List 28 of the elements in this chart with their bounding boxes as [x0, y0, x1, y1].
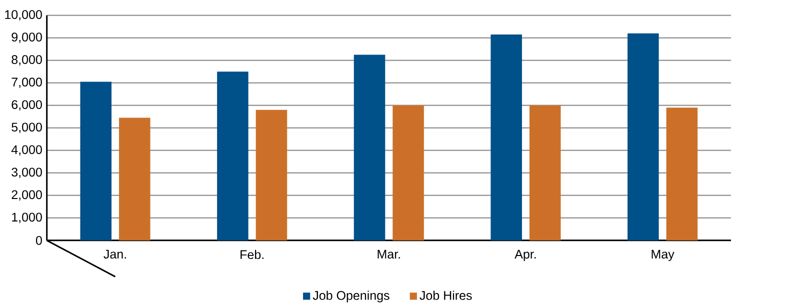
- y-tick-label: 6,000: [12, 100, 42, 111]
- x-tick-label: May: [652, 250, 674, 262]
- legend-label: Job Openings: [312, 290, 390, 302]
- y-tick-label: 9,000: [12, 32, 42, 44]
- x-tick-label: Feb.: [240, 250, 264, 260]
- y-tick-label: 8,000: [12, 55, 42, 66]
- y-tick-label: 0: [36, 236, 42, 245]
- bar: [529, 106, 561, 241]
- y-tick-label: 7,000: [12, 78, 42, 88]
- bar: [256, 110, 288, 241]
- bar: [628, 33, 659, 241]
- y-tick-label: 2,000: [12, 190, 42, 201]
- bar: [490, 34, 522, 241]
- y-tick-label: 3,000: [12, 168, 42, 178]
- bar: [666, 108, 698, 241]
- y-tick-label: 5,000: [12, 122, 42, 134]
- x-tick-label: Apr.: [514, 250, 536, 262]
- bar: [354, 54, 386, 241]
- legend-label: Job Hires: [420, 290, 472, 300]
- x-tick-label: Jan.: [104, 250, 126, 259]
- x-tick-label: Mar.: [378, 250, 400, 259]
- bar: [80, 82, 112, 241]
- bar: [119, 118, 150, 241]
- bar: [392, 106, 424, 241]
- bar: [217, 72, 248, 241]
- y-tick-label: 4,000: [11, 145, 42, 156]
- y-tick-label: 10,000: [5, 10, 42, 21]
- y-tick-label: 1,000: [12, 212, 42, 224]
